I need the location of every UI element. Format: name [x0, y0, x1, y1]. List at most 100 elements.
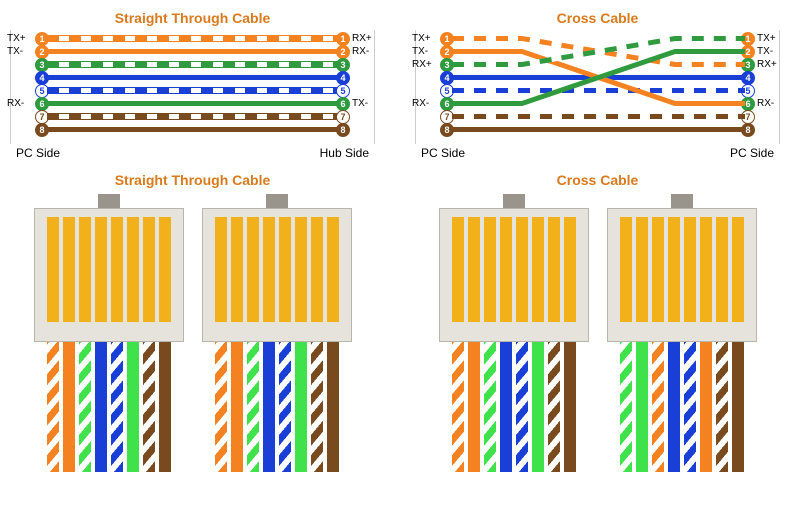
csig-right-3: RX+ [757, 59, 783, 70]
cross-title: Cross Cable [415, 10, 780, 26]
straight-connectors-panel: Straight Through Cable [10, 172, 375, 472]
contact-6 [532, 217, 544, 322]
contact-2 [231, 217, 243, 322]
contact-8 [564, 217, 576, 322]
conn-wire-4 [500, 342, 512, 472]
rj45-connector [607, 194, 757, 472]
csig-left-1: TX+ [412, 33, 438, 44]
wire-row-7: 77 [11, 110, 374, 123]
cross-wires: TX+11TX+TX-22TX-RX+33RX+4455RX-66RX-7788 [415, 30, 780, 144]
conn-wire-3 [652, 342, 664, 472]
connector-clip [266, 194, 288, 208]
contact-2 [468, 217, 480, 322]
wire-7 [47, 113, 338, 120]
conn-wire-5 [279, 342, 291, 472]
pin-4: 4 [336, 71, 350, 85]
contact-5 [111, 217, 123, 322]
conn-wire-3 [79, 342, 91, 472]
pc-side-label: PC Side [16, 146, 60, 160]
straight-conn-pair [10, 194, 375, 472]
connector-housing [34, 208, 184, 342]
wire-bundle [439, 342, 589, 472]
wire-row-1: TX+11RX+ [11, 32, 374, 45]
contact-4 [263, 217, 275, 322]
pin-3: 3 [336, 58, 350, 72]
sig-left-1: TX+ [7, 33, 33, 44]
connector-clip [503, 194, 525, 208]
sig-right-2: RX- [352, 46, 378, 57]
conn-wire-8 [159, 342, 171, 472]
cross-svg [452, 32, 745, 138]
wire-bundle [607, 342, 757, 472]
wire-3 [47, 61, 338, 68]
csig-right-1: TX+ [757, 33, 783, 44]
contact-1 [452, 217, 464, 322]
csig-left-6: RX- [412, 98, 438, 109]
conn-wire-5 [684, 342, 696, 472]
cross-conn-title: Cross Cable [415, 172, 780, 188]
straight-wiring-panel: Straight Through Cable TX+11RX+TX-22RX-3… [10, 10, 375, 162]
contact-3 [247, 217, 259, 322]
csig-left-3: RX+ [412, 59, 438, 70]
straight-conn-title: Straight Through Cable [10, 172, 375, 188]
conn-wire-1 [215, 342, 227, 472]
connector-clip [98, 194, 120, 208]
pin-2: 2 [336, 45, 350, 59]
contact-8 [159, 217, 171, 322]
contact-5 [516, 217, 528, 322]
wire-row-8: 88 [11, 123, 374, 136]
conn-wire-4 [263, 342, 275, 472]
cross-connectors-panel: Cross Cable [415, 172, 780, 472]
conn-wire-6 [127, 342, 139, 472]
pin-1: 1 [336, 32, 350, 46]
contact-1 [47, 217, 59, 322]
contact-6 [700, 217, 712, 322]
sig-left-6: RX- [7, 98, 33, 109]
conn-wire-4 [95, 342, 107, 472]
contact-8 [327, 217, 339, 322]
wire-row-3: 33 [11, 58, 374, 71]
connector-clip [671, 194, 693, 208]
straight-title: Straight Through Cable [10, 10, 375, 26]
pc-side-label-r: PC Side [730, 146, 774, 160]
cross-wiring-panel: Cross Cable TX+11TX+TX-22TX-RX+33RX+4455… [415, 10, 780, 162]
cross-conn-pair [415, 194, 780, 472]
pin-6: 6 [336, 97, 350, 111]
conn-wire-6 [295, 342, 307, 472]
contact-7 [548, 217, 560, 322]
conn-wire-5 [111, 342, 123, 472]
contact-7 [716, 217, 728, 322]
conn-wire-6 [700, 342, 712, 472]
wire-bundle [202, 342, 352, 472]
wire-4 [47, 75, 338, 80]
contact-3 [652, 217, 664, 322]
wire-row-2: TX-22RX- [11, 45, 374, 58]
conn-wire-1 [452, 342, 464, 472]
rj45-connector [34, 194, 184, 472]
contact-3 [484, 217, 496, 322]
conn-wire-7 [548, 342, 560, 472]
contact-7 [311, 217, 323, 322]
straight-sides: PC Side Hub Side [10, 144, 375, 162]
wire-8 [47, 127, 338, 132]
cross-sides: PC Side PC Side [415, 144, 780, 162]
contact-1 [215, 217, 227, 322]
pc-side-label-l: PC Side [421, 146, 465, 160]
conn-wire-5 [516, 342, 528, 472]
wire-bundle [34, 342, 184, 472]
conn-wire-2 [468, 342, 480, 472]
conn-wire-8 [732, 342, 744, 472]
contact-2 [636, 217, 648, 322]
sig-right-6: TX- [352, 98, 378, 109]
wire-2 [47, 49, 338, 54]
contact-6 [127, 217, 139, 322]
contact-5 [279, 217, 291, 322]
contact-6 [295, 217, 307, 322]
pin-8: 8 [336, 123, 350, 137]
wire-row-5: 55 [11, 84, 374, 97]
wire-6 [47, 101, 338, 106]
conn-wire-8 [564, 342, 576, 472]
csig-right-2: TX- [757, 46, 783, 57]
rj45-connector [439, 194, 589, 472]
pin-7: 7 [336, 110, 350, 124]
